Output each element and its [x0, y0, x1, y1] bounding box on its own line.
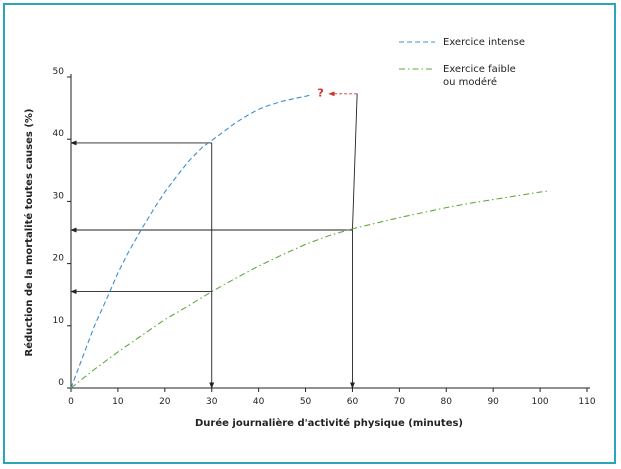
y-axis-label: Réduction de la mortalité toutes causes … — [23, 109, 35, 357]
x-tick-label: 90 — [487, 397, 499, 407]
series-line-2 — [70, 190, 550, 389]
legend-entry-1: Exercice intense — [443, 37, 525, 48]
figure-frame — [3, 3, 616, 464]
x-axis-label: Durée journalière d'activité physique (m… — [195, 417, 463, 429]
y-tick-label: 50 — [53, 67, 65, 77]
legend: Exercice intense Exercice faible ou modéré — [399, 37, 525, 88]
x-tick-label: 100 — [531, 397, 548, 407]
y-tick-label: 30 — [53, 191, 65, 201]
x-tick-label: 80 — [441, 397, 453, 407]
x-tick-label: 110 — [578, 397, 595, 407]
axes: 0 10 20 30 40 50 60 70 80 90 100 110 0 10 20 30 40 50 — [53, 67, 596, 407]
x-tick-label: 20 — [159, 397, 171, 407]
series-line-1 — [70, 94, 311, 389]
x-tick-label: 30 — [206, 397, 218, 407]
legend-entry-line: ou modéré — [443, 76, 497, 88]
guide-connector — [352, 93, 358, 231]
legend-entry-line: Exercice faible — [443, 64, 516, 75]
series-group — [70, 94, 550, 389]
legend-entry-2: Exercice faible ou modéré — [443, 64, 516, 88]
question-mark-label: ? — [317, 87, 323, 100]
x-tick-label: 70 — [394, 397, 406, 407]
y-tick-label: 0 — [58, 378, 64, 388]
x-tick-label: 40 — [253, 397, 265, 407]
annotations: ? — [70, 87, 358, 389]
x-tick-label: 0 — [68, 397, 74, 407]
y-tick-label: 10 — [53, 316, 65, 326]
x-tick-label: 10 — [112, 397, 124, 407]
x-tick-label: 60 — [347, 397, 359, 407]
y-tick-label: 40 — [53, 129, 65, 139]
legend-entry-line: Exercice intense — [443, 37, 525, 48]
x-tick-label: 50 — [300, 397, 312, 407]
y-tick-label: 20 — [53, 254, 65, 264]
